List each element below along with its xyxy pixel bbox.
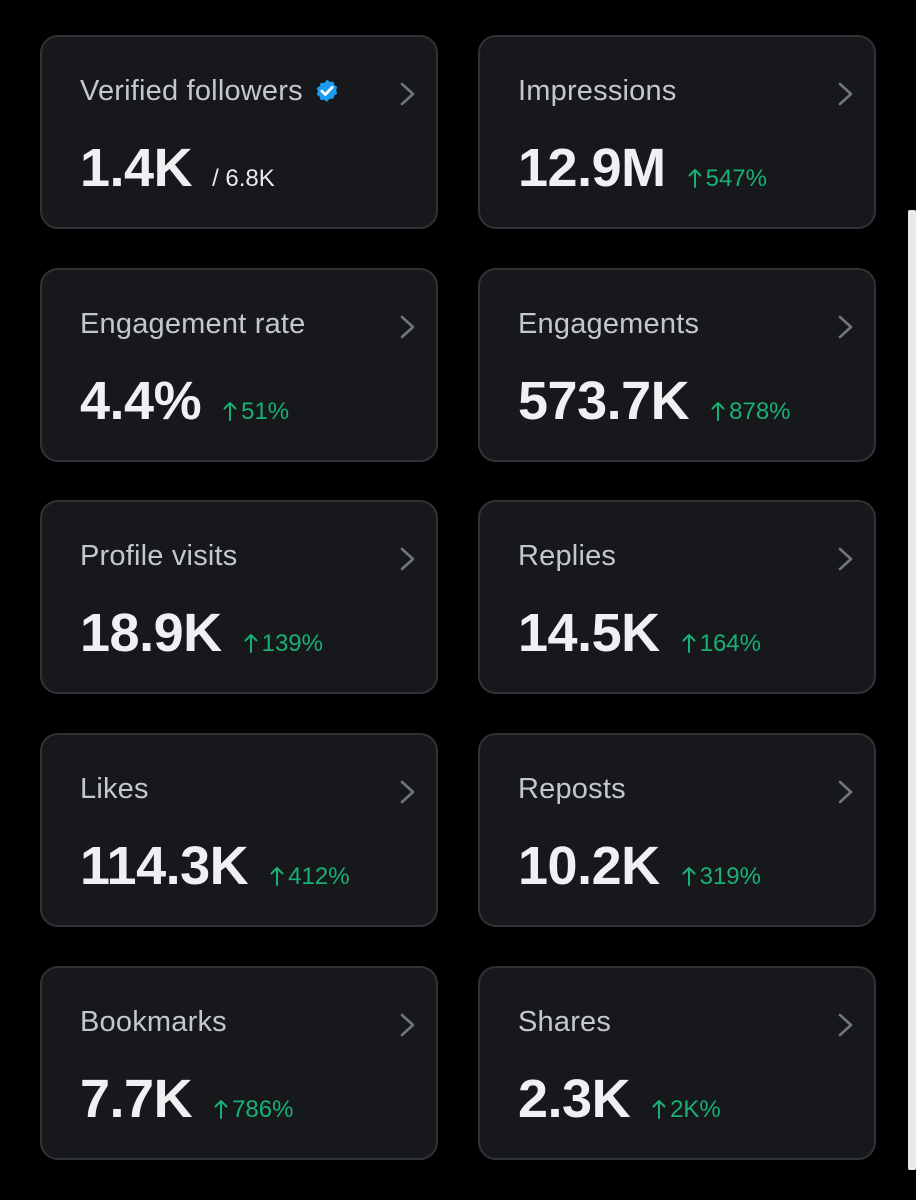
card-title: Engagements (518, 308, 700, 340)
metric-change-value: 878% (729, 398, 791, 425)
metric-change-value: 164% (699, 630, 761, 657)
card-engagements[interactable]: Engagements 573.7K 878% (478, 268, 876, 462)
metric-value: 10.2K (518, 836, 660, 896)
arrow-up-icon (688, 169, 702, 188)
metric-value: 573.7K (518, 371, 690, 431)
metric-row: 14.5K 164% (518, 602, 761, 664)
card-likes[interactable]: Likes 114.3K 412% (40, 733, 438, 927)
card-title: Likes (80, 773, 149, 805)
metric-change: 412% (270, 863, 350, 891)
metric-change: 547% (688, 165, 767, 193)
metric-row: 12.9M 547% (518, 137, 767, 199)
card-bookmarks[interactable]: Bookmarks 7.7K 786% (40, 966, 438, 1160)
card-title: Reposts (518, 773, 626, 805)
card-impressions[interactable]: Impressions 12.9M 547% (478, 35, 876, 229)
metric-change: 786% (214, 1096, 293, 1124)
metric-row: 2.3K 2K% (518, 1068, 721, 1130)
metric-change-value: 2K% (670, 1096, 721, 1123)
chevron-right-icon (838, 315, 853, 339)
metric-value: 1.4K (80, 138, 193, 198)
chevron-right-icon (400, 547, 415, 571)
arrow-up-icon (682, 634, 696, 653)
card-reposts[interactable]: Reposts 10.2K 319% (478, 733, 876, 927)
metric-value: 14.5K (518, 603, 660, 663)
metric-value: 114.3K (80, 836, 249, 896)
metric-row: 1.4K / 6.8K (80, 137, 275, 199)
metric-value: 2.3K (518, 1069, 631, 1129)
metric-change-value: 139% (261, 630, 323, 657)
chevron-right-icon (400, 780, 415, 804)
card-title: Engagement rate (80, 308, 306, 340)
card-engagement-rate[interactable]: Engagement rate 4.4% 51% (40, 268, 438, 462)
metric-change: 51% (223, 398, 289, 426)
chevron-right-icon (838, 82, 853, 106)
chevron-right-icon (838, 1013, 853, 1037)
arrow-up-icon (682, 867, 696, 886)
metric-change: 164% (682, 630, 761, 658)
metric-total: / 6.8K (212, 165, 275, 192)
metric-change-value: 547% (705, 165, 767, 192)
metric-row: 7.7K 786% (80, 1068, 293, 1130)
metric-change: 139% (244, 630, 323, 658)
metric-row: 573.7K 878% (518, 370, 791, 432)
metric-value: 4.4% (80, 371, 202, 431)
arrow-up-icon (223, 402, 237, 421)
metric-change: 319% (682, 863, 761, 891)
arrow-up-icon (652, 1100, 666, 1119)
chevron-right-icon (400, 1013, 415, 1037)
card-title: Shares (518, 1006, 612, 1038)
card-verified-followers[interactable]: Verified followers 1.4K / 6.8K (40, 35, 438, 229)
arrow-up-icon (244, 634, 258, 653)
card-replies[interactable]: Replies 14.5K 164% (478, 500, 876, 694)
chevron-right-icon (838, 780, 853, 804)
metric-change-value: 51% (241, 398, 290, 425)
card-shares[interactable]: Shares 2.3K 2K% (478, 966, 876, 1160)
card-title: Bookmarks (80, 1006, 227, 1038)
metric-change-value: 412% (288, 863, 350, 890)
arrow-up-icon (711, 402, 725, 421)
metric-row: 4.4% 51% (80, 370, 289, 432)
chevron-right-icon (400, 315, 415, 339)
metric-value: 12.9M (518, 138, 666, 198)
metric-row: 10.2K 319% (518, 835, 761, 897)
arrow-up-icon (270, 867, 284, 886)
metric-value: 7.7K (80, 1069, 193, 1129)
card-title: Replies (518, 540, 617, 572)
verified-badge-icon (316, 79, 338, 102)
card-title: Impressions (518, 75, 677, 107)
chevron-right-icon (400, 82, 415, 106)
metric-row: 114.3K 412% (80, 835, 350, 897)
metric-value: 18.9K (80, 603, 222, 663)
card-title: Profile visits (80, 540, 238, 572)
metric-change: 878% (711, 398, 791, 426)
scrollbar[interactable] (908, 210, 916, 1170)
metric-row: 18.9K 139% (80, 602, 323, 664)
metric-change-value: 319% (699, 863, 761, 890)
card-profile-visits[interactable]: Profile visits 18.9K 139% (40, 500, 438, 694)
card-title: Verified followers (80, 75, 341, 108)
metric-change: 2K% (652, 1096, 721, 1124)
card-title-label: Verified followers (80, 75, 303, 107)
chevron-right-icon (838, 547, 853, 571)
metric-change-value: 786% (232, 1096, 294, 1123)
arrow-up-icon (214, 1100, 228, 1119)
